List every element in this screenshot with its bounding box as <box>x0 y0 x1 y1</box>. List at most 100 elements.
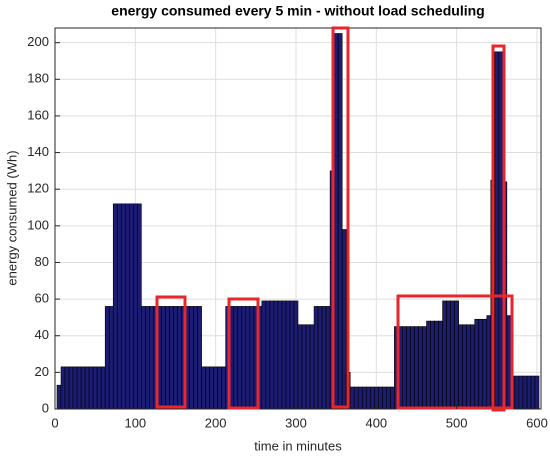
x-axis-label: time in minutes <box>254 438 342 453</box>
bar <box>56 384 62 410</box>
bar <box>233 306 239 410</box>
bar <box>454 300 459 410</box>
bar <box>205 366 210 410</box>
bar <box>213 366 218 410</box>
bar <box>249 306 255 410</box>
bar <box>301 324 307 410</box>
bar <box>462 324 467 410</box>
bar <box>486 315 492 410</box>
highlight-box <box>396 294 514 410</box>
bar <box>173 306 178 410</box>
bar <box>305 324 311 410</box>
bar <box>361 386 367 410</box>
bar <box>88 366 94 410</box>
bar <box>470 324 476 410</box>
bar <box>112 203 118 410</box>
bar <box>209 366 214 410</box>
bar <box>430 320 435 410</box>
bar <box>177 306 182 410</box>
x-tick-label: 500 <box>446 415 468 430</box>
highlight-box <box>491 44 506 412</box>
bar <box>390 386 395 410</box>
bar <box>96 366 102 410</box>
bar <box>141 306 146 410</box>
bar <box>193 306 198 410</box>
bar <box>494 51 500 410</box>
highlight-box <box>227 297 260 410</box>
bar <box>378 386 383 410</box>
bar <box>458 324 463 410</box>
bar <box>133 203 138 410</box>
bar <box>369 386 375 410</box>
bar <box>434 320 439 410</box>
bar <box>120 203 126 410</box>
bar <box>60 366 66 410</box>
axes-box <box>54 27 542 410</box>
bar <box>325 306 331 410</box>
y-tick-label: 0 <box>42 400 49 415</box>
bar <box>313 306 319 410</box>
x-tick-label: 400 <box>365 415 387 430</box>
bar <box>92 366 98 410</box>
highlight-box <box>155 295 187 409</box>
x-tick-label: 100 <box>124 415 146 430</box>
bar <box>402 326 407 410</box>
bar <box>530 375 536 410</box>
bar <box>333 33 339 410</box>
bar <box>129 203 134 410</box>
x-tick-label: 200 <box>205 415 227 430</box>
bar <box>197 306 202 410</box>
bar <box>273 300 279 410</box>
bar <box>64 366 70 410</box>
bar <box>165 306 170 410</box>
bar <box>281 300 287 410</box>
bar <box>124 203 130 410</box>
bar <box>446 300 451 410</box>
bar <box>406 326 411 410</box>
bar <box>466 324 472 410</box>
bar <box>526 375 532 410</box>
bar <box>161 306 166 410</box>
bar <box>317 306 323 410</box>
bar <box>382 386 387 410</box>
bar <box>506 315 512 410</box>
bar <box>201 366 206 410</box>
bar <box>438 320 443 410</box>
y-tick-label: 160 <box>27 107 49 122</box>
bar <box>169 306 174 410</box>
bar <box>474 318 480 410</box>
y-tick-label: 200 <box>27 34 49 49</box>
bar <box>365 386 371 410</box>
y-tick-label: 120 <box>27 181 49 196</box>
y-tick-label: 100 <box>27 217 49 232</box>
bar <box>321 306 327 410</box>
bar <box>189 306 194 410</box>
bar <box>353 386 359 410</box>
bar <box>426 320 431 410</box>
bar <box>442 300 447 410</box>
bar <box>386 386 391 410</box>
bar <box>349 386 355 410</box>
bar <box>450 300 455 410</box>
bar <box>422 326 427 410</box>
bar <box>522 375 528 410</box>
highlight-box <box>331 26 350 409</box>
bar <box>108 306 114 410</box>
bar <box>149 306 154 410</box>
bar <box>217 366 222 410</box>
x-tick-label: 600 <box>526 415 548 430</box>
bar <box>498 51 504 410</box>
y-tick-label: 80 <box>35 254 49 269</box>
bars <box>56 33 540 410</box>
x-tick-label: 0 <box>51 415 58 430</box>
bar <box>76 366 82 410</box>
bar <box>100 366 106 410</box>
y-axis-label: energy consumed (Wh) <box>4 150 19 285</box>
y-tick-label: 180 <box>27 71 49 86</box>
bar <box>84 366 90 410</box>
highlight-boxes <box>155 26 514 412</box>
chart-title: energy consumed every 5 min - without lo… <box>111 3 484 19</box>
bar <box>241 306 247 410</box>
bar <box>514 375 520 410</box>
bar <box>293 300 299 410</box>
